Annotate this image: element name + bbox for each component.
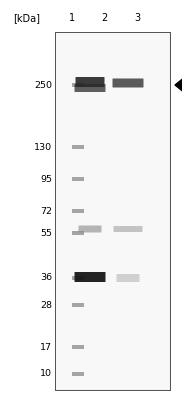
Bar <box>72 372 84 376</box>
Text: 1: 1 <box>69 13 75 23</box>
FancyBboxPatch shape <box>74 84 106 92</box>
Text: 250: 250 <box>34 80 52 90</box>
Text: 130: 130 <box>34 142 52 152</box>
FancyBboxPatch shape <box>74 272 106 282</box>
Text: 72: 72 <box>40 206 52 216</box>
Text: 17: 17 <box>40 342 52 352</box>
FancyBboxPatch shape <box>76 77 104 87</box>
Text: 95: 95 <box>40 174 52 184</box>
Bar <box>72 303 84 307</box>
Bar <box>72 83 84 87</box>
Text: 28: 28 <box>40 300 52 310</box>
Text: 3: 3 <box>134 13 140 23</box>
Text: 10: 10 <box>40 370 52 378</box>
FancyBboxPatch shape <box>116 274 139 282</box>
Bar <box>72 345 84 349</box>
Text: 36: 36 <box>40 274 52 282</box>
FancyBboxPatch shape <box>78 226 102 232</box>
Bar <box>55 32 170 390</box>
Text: 55: 55 <box>40 228 52 238</box>
Bar <box>72 276 84 280</box>
Polygon shape <box>175 77 182 93</box>
FancyBboxPatch shape <box>112 78 143 88</box>
Bar <box>72 145 84 149</box>
Text: [kDa]: [kDa] <box>13 13 41 23</box>
Text: 2: 2 <box>101 13 107 23</box>
Bar <box>72 231 84 235</box>
Bar <box>55 32 170 390</box>
FancyBboxPatch shape <box>114 226 143 232</box>
Bar <box>56 33 169 389</box>
Bar <box>72 209 84 213</box>
Bar <box>72 177 84 181</box>
